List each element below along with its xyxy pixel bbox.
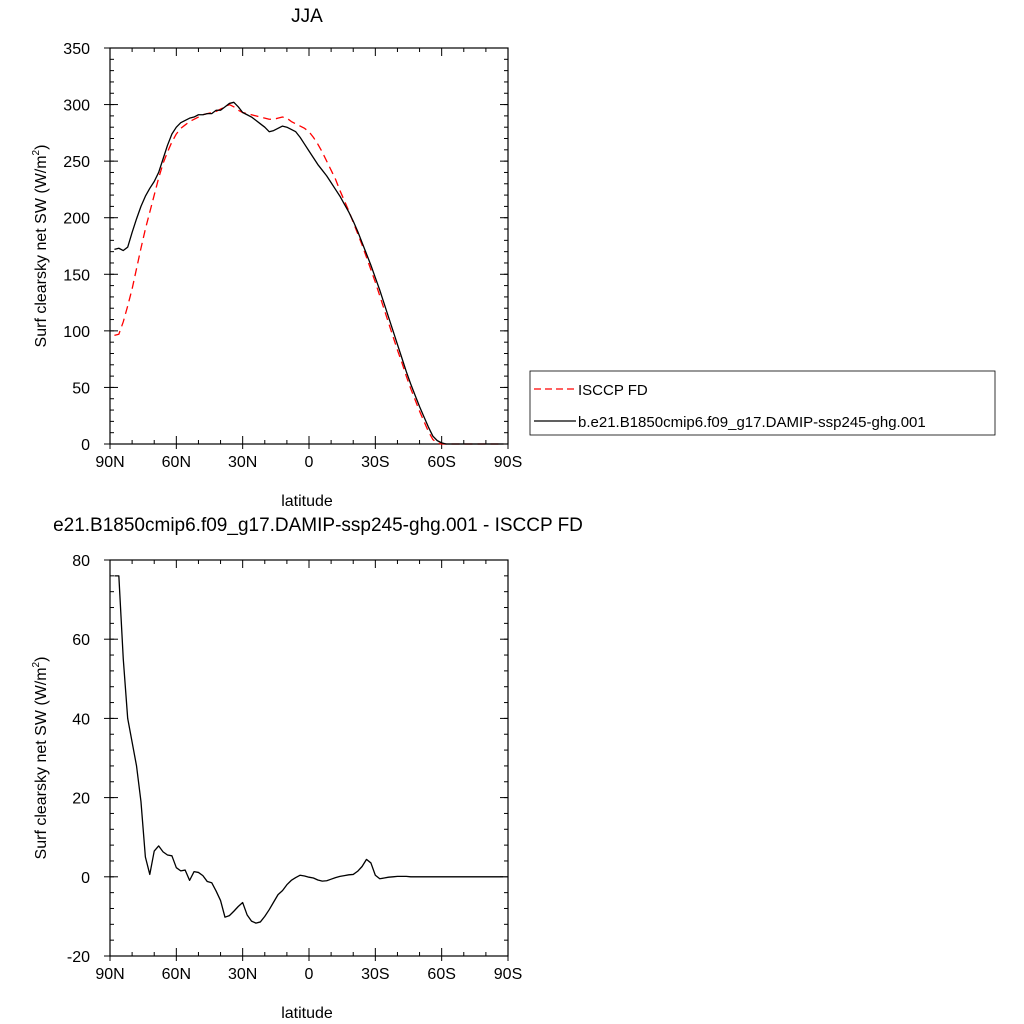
- x-tick-label: 60N: [162, 454, 191, 471]
- top-y-label-close: ): [33, 145, 50, 150]
- x-tick-label: 90N: [95, 966, 124, 983]
- x-tick-label: 30N: [228, 966, 257, 983]
- y-tick-label: 20: [72, 791, 90, 808]
- top-panel-title: JJA: [291, 6, 323, 27]
- x-tick-label: 60S: [427, 454, 455, 471]
- y-tick-label: 250: [63, 154, 90, 171]
- y-tick-label: 40: [72, 711, 90, 728]
- bottom-y-label-main: Surf clearsky net SW (W/m: [33, 667, 50, 859]
- x-tick-label: 30S: [361, 966, 389, 983]
- x-tick-label: 90S: [494, 454, 522, 471]
- bottom-series-line-0: [114, 575, 504, 924]
- top-tick-marks: [104, 47, 509, 449]
- x-tick-label: 30N: [228, 454, 257, 471]
- x-tick-label: 60S: [427, 966, 455, 983]
- bottom-tick-marks: [104, 559, 509, 961]
- top-y-axis-label: Surf clearsky net SW (W/m2): [31, 145, 50, 348]
- y-tick-label: 80: [72, 553, 90, 570]
- x-tick-label: 0: [305, 454, 314, 471]
- legend-label-isccp: ISCCP FD: [578, 382, 648, 399]
- bottom-x-axis-label: latitude: [281, 1005, 333, 1022]
- y-tick-label: 0: [81, 437, 90, 454]
- bottom-tick-labels: 90N 60N 30N 0 30S 60S 90S -20 0 20 40 60 80: [67, 553, 522, 983]
- bottom-y-axis-label: Surf clearsky net SW (W/m2): [31, 657, 50, 860]
- y-tick-label: 350: [63, 41, 90, 58]
- x-tick-label: 90N: [95, 454, 124, 471]
- top-plot-frame: [109, 47, 509, 445]
- x-tick-label: 60N: [162, 966, 191, 983]
- top-tick-labels: 90N 60N 30N 0 30S 60S 90S 0 50 100 150 200 250 300 350: [63, 41, 522, 471]
- y-tick-label: 200: [63, 211, 90, 228]
- x-tick-label: 90S: [494, 966, 522, 983]
- top-series-line-1: [114, 101, 504, 445]
- top-panel: JJA 90N 60N 30N 0 30S 60S 90S 0 50 100 150 200 250 30…: [31, 6, 996, 510]
- legend: ISCCP FD b.e21.B1850cmip6.f09_g17.DAMIP-…: [529, 370, 996, 436]
- x-tick-label: 30S: [361, 454, 389, 471]
- legend-box: [529, 370, 996, 436]
- bottom-panel: e21.B1850cmip6.f09_g17.DAMIP-ssp245-ghg.…: [31, 515, 583, 1022]
- y-tick-label: 100: [63, 324, 90, 341]
- bottom-plot-frame: [109, 559, 509, 957]
- y-tick-label: 60: [72, 632, 90, 649]
- y-tick-label: 0: [81, 870, 90, 887]
- x-tick-label: 0: [305, 966, 314, 983]
- top-series-lines: [114, 101, 504, 445]
- top-y-label-sup: 2: [31, 149, 42, 155]
- bottom-panel-title: e21.B1850cmip6.f09_g17.DAMIP-ssp245-ghg.…: [53, 515, 583, 536]
- y-tick-label: 300: [63, 98, 90, 115]
- top-series-line-0: [114, 103, 504, 445]
- y-tick-label: -20: [67, 949, 90, 966]
- top-y-label-main: Surf clearsky net SW (W/m: [33, 155, 50, 347]
- bottom-y-label-close: ): [33, 657, 50, 662]
- bottom-series-lines: [114, 575, 504, 924]
- y-tick-label: 150: [63, 267, 90, 284]
- legend-label-model: b.e21.B1850cmip6.f09_g17.DAMIP-ssp245-gh…: [578, 414, 926, 431]
- top-x-axis-label: latitude: [281, 493, 333, 510]
- y-tick-label: 50: [72, 380, 90, 397]
- bottom-y-label-sup: 2: [31, 661, 42, 667]
